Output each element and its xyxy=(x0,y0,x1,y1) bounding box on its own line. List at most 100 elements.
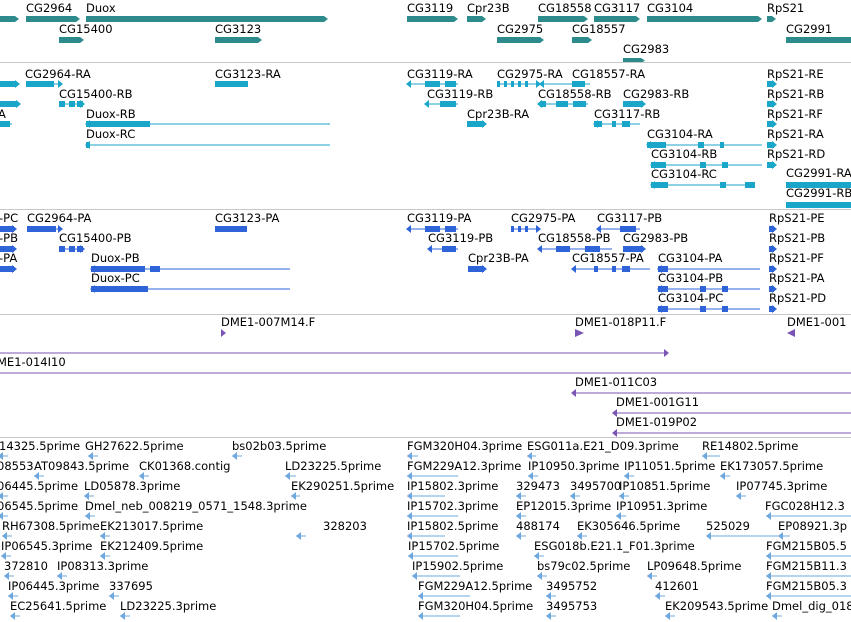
est-arrow[interactable] xyxy=(516,512,521,520)
protein-glyph-exon[interactable] xyxy=(91,286,148,292)
transcript-label[interactable]: RpS21-RB xyxy=(767,87,825,101)
est-arrow[interactable] xyxy=(139,472,144,480)
est-arrow[interactable] xyxy=(407,452,412,460)
gene-label[interactable]: CG2975 xyxy=(497,22,544,36)
gene-glyph[interactable] xyxy=(497,37,544,43)
transcript-glyph-exon[interactable] xyxy=(59,101,65,107)
protein-label[interactable]: CG18558-PB xyxy=(538,231,611,245)
protein-label[interactable]: CG2983-PB xyxy=(623,231,689,245)
protein-glyph-exon[interactable] xyxy=(511,226,514,232)
est-label[interactable]: FGM215B11.3 xyxy=(766,559,847,573)
est-label[interactable]: 06445.5prime xyxy=(0,479,79,493)
est-label[interactable]: RE14802.5prime xyxy=(702,439,799,453)
clone-arrow[interactable] xyxy=(664,349,669,357)
est-label[interactable]: 328203 xyxy=(323,519,367,533)
est-label[interactable]: EK212409.5prime xyxy=(100,539,204,553)
est-arrow[interactable] xyxy=(418,612,423,620)
transcript-label[interactable]: CG15400-RB xyxy=(59,87,133,101)
est-arrow[interactable] xyxy=(647,572,652,580)
est-label[interactable]: 412601 xyxy=(655,579,699,593)
transcript-glyph-exon[interactable] xyxy=(215,81,248,87)
protein-glyph-arrow[interactable] xyxy=(12,245,17,253)
est-label[interactable]: EK209543.5prime xyxy=(665,599,769,613)
est-label[interactable]: IP07745.3prime xyxy=(736,479,828,493)
protein-glyph-arrow[interactable] xyxy=(657,265,662,273)
est-label[interactable]: EP12015.3prime xyxy=(516,499,612,513)
protein-glyph-exon[interactable] xyxy=(722,286,728,292)
est-arrow[interactable] xyxy=(408,552,413,560)
est-arrow[interactable] xyxy=(85,512,90,520)
protein-label[interactable]: CG3104-PA xyxy=(658,251,723,265)
est-label[interactable]: FGM215B05.5 xyxy=(766,539,847,553)
est-arrow[interactable] xyxy=(624,472,629,480)
est-arrow[interactable] xyxy=(407,532,412,540)
gene-label[interactable]: RpS21 xyxy=(767,1,805,15)
transcript-label[interactable]: CG18557-RA xyxy=(572,67,646,81)
transcript-glyph-exon[interactable] xyxy=(86,121,150,127)
est-label[interactable]: Dmel_neb_008219_0571_1548.3prime xyxy=(85,499,307,513)
gene-label[interactable]: CG3123 xyxy=(215,22,262,36)
transcript-glyph-arrow[interactable] xyxy=(85,120,90,128)
est-arrow[interactable] xyxy=(546,612,551,620)
transcript-glyph-arrow[interactable] xyxy=(80,100,85,108)
est-arrow[interactable] xyxy=(34,472,39,480)
transcript-glyph-exon[interactable] xyxy=(26,81,54,87)
protein-glyph-exon[interactable] xyxy=(622,266,630,272)
gene-glyph[interactable] xyxy=(767,16,776,22)
gene-glyph[interactable] xyxy=(59,37,84,43)
clone-arrow[interactable] xyxy=(612,409,617,417)
transcript-label[interactable]: CG3104-RC xyxy=(651,167,717,181)
protein-label[interactable]: RpS21-PF xyxy=(769,251,824,265)
est-arrow[interactable] xyxy=(84,492,89,500)
gene-label[interactable]: Cpr23B xyxy=(467,1,510,15)
gene-glyph[interactable] xyxy=(572,37,592,43)
gene-glyph[interactable] xyxy=(407,16,458,22)
transcript-glyph-exon[interactable] xyxy=(700,162,706,168)
transcript-label[interactable]: Cpr23B-RA xyxy=(467,107,530,121)
protein-glyph-exon[interactable] xyxy=(59,246,65,252)
protein-glyph-exon[interactable] xyxy=(700,306,706,312)
transcript-label[interactable]: RpS21-RE xyxy=(767,67,824,81)
protein-label[interactable]: -PC xyxy=(0,211,19,225)
est-label[interactable]: CK01368.contig xyxy=(139,459,231,473)
transcript-glyph-exon[interactable] xyxy=(467,121,484,127)
gene-label[interactable]: CG18557 xyxy=(572,22,626,36)
est-label[interactable]: 3495752 xyxy=(546,579,598,593)
protein-glyph-exon[interactable] xyxy=(722,306,728,312)
clone-label[interactable]: ME1-014I10 xyxy=(0,355,66,369)
est-label[interactable]: IP15802.3prime xyxy=(407,479,499,493)
protein-glyph-exon[interactable] xyxy=(612,266,616,272)
est-label[interactable]: 525029 xyxy=(706,519,750,533)
est-arrow[interactable] xyxy=(407,512,412,520)
protein-label[interactable]: CG3104-PC xyxy=(658,291,724,305)
est-arrow[interactable] xyxy=(772,612,777,620)
gene-label[interactable]: CG3119 xyxy=(407,1,454,15)
est-arrow[interactable] xyxy=(0,492,3,500)
protein-glyph-arrow[interactable] xyxy=(406,225,411,233)
protein-label[interactable]: -PB xyxy=(0,231,18,245)
protein-glyph-exon[interactable] xyxy=(69,246,75,252)
est-arrow[interactable] xyxy=(109,592,114,600)
est-label[interactable]: FGC028H12.3 xyxy=(765,499,845,513)
gene-label[interactable]: CG18558 xyxy=(538,1,592,15)
protein-label[interactable]: RpS21-PA xyxy=(769,271,825,285)
est-arrow[interactable] xyxy=(655,592,660,600)
clone-arrow[interactable] xyxy=(612,429,617,437)
protein-glyph-arrow[interactable] xyxy=(12,225,17,233)
est-label[interactable]: GH27622.5prime xyxy=(85,439,184,453)
est-arrow[interactable] xyxy=(232,452,237,460)
transcript-glyph-exon[interactable] xyxy=(525,81,528,87)
clone-arrow[interactable] xyxy=(571,389,576,397)
est-label[interactable]: 337695 xyxy=(109,579,153,593)
est-arrow[interactable] xyxy=(100,552,105,560)
est-arrow[interactable] xyxy=(100,532,105,540)
protein-label[interactable]: CG3117-PB xyxy=(597,211,663,225)
protein-glyph-arrow[interactable] xyxy=(427,245,432,253)
transcript-label[interactable]: CG2991-RA xyxy=(786,166,851,180)
transcript-glyph-exon[interactable] xyxy=(504,81,507,87)
transcript-glyph-arrow[interactable] xyxy=(772,80,777,88)
est-arrow[interactable] xyxy=(766,592,771,600)
transcript-glyph-arrow[interactable] xyxy=(539,80,544,88)
protein-label[interactable]: CG3119-PA xyxy=(407,211,472,225)
